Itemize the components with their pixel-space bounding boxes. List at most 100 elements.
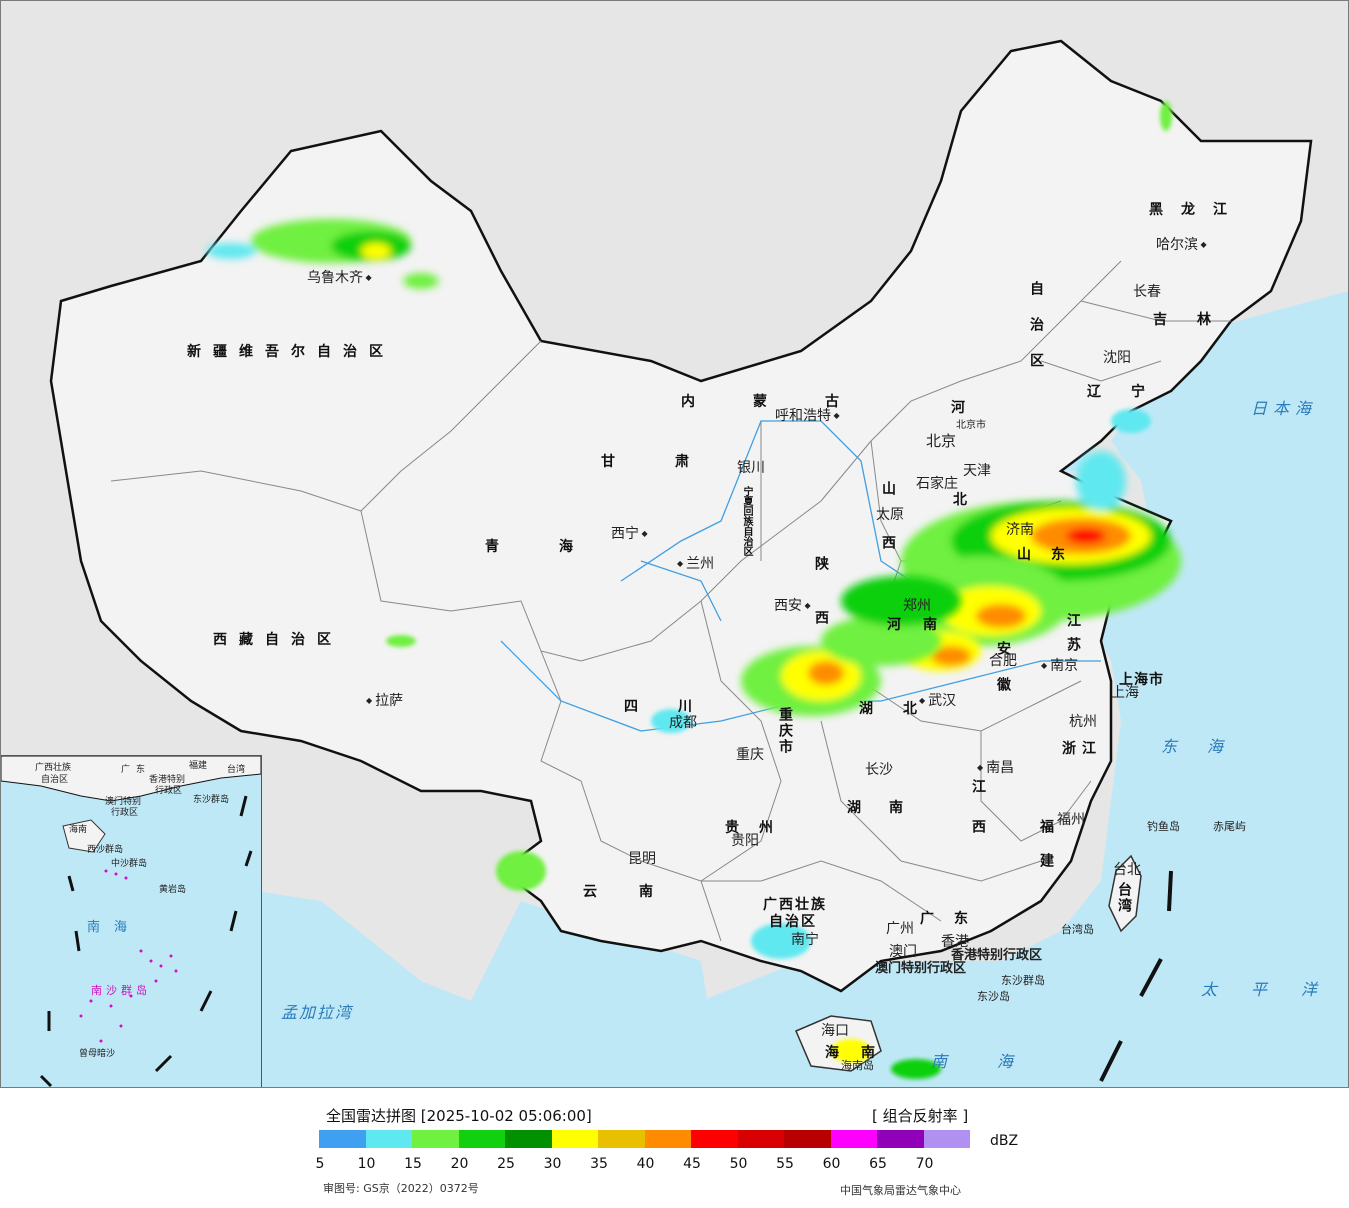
legend-swatch <box>691 1130 738 1148</box>
inset-label-taiwan: 台湾 <box>227 765 246 775</box>
province-boundaries <box>110 260 1231 942</box>
legend-color-bar <box>319 1130 970 1148</box>
inset-label-zhongsha: 中沙群岛 <box>111 859 148 869</box>
legend-tick-label: 10 <box>357 1156 376 1172</box>
city-guiyang: 贵阳 <box>731 833 759 849</box>
legend-tick-label: 65 <box>869 1156 887 1172</box>
inset-label-macau: 澳门特别 <box>105 797 142 807</box>
legend-swatch <box>737 1130 784 1148</box>
label-hebei-1: 河 <box>951 400 977 416</box>
echo-scattered <box>386 101 1172 1079</box>
inset-label-hk-2: 行政区 <box>155 786 183 796</box>
city-hefei: 合肥 <box>989 653 1017 669</box>
legend-tick-label: 70 <box>915 1156 934 1172</box>
label-jilin: 吉林 <box>1153 312 1241 328</box>
label-neimenggu-2: 自治区 <box>1028 281 1044 389</box>
label-shaanxi: 陕西 <box>813 556 829 664</box>
label-anhui: 安徽 <box>995 641 1011 713</box>
city-guangzhou: 广州 <box>886 921 914 937</box>
radar-map: 新疆维吾尔自治区 西藏自治区 青海 甘肃 内蒙古 自治区 黑龙江 吉林 辽宁 河… <box>0 0 1349 1088</box>
legend-tick-label: 30 <box>543 1156 562 1172</box>
legend-tick-label: 50 <box>729 1156 748 1172</box>
inset-mainland <box>1 756 261 802</box>
legend-tick-label: 60 <box>822 1156 841 1172</box>
legend-tick-label: 35 <box>590 1156 608 1172</box>
legend-swatch <box>830 1130 877 1148</box>
label-xinjiang: 新疆维吾尔自治区 <box>187 344 395 360</box>
legend-product: [ 组合反射率 ] <box>872 1107 969 1125</box>
label-fujian: 福建 <box>1038 819 1054 887</box>
city-hangzhou: 杭州 <box>1069 714 1097 730</box>
city-xining: 西宁 <box>611 527 648 543</box>
label-diaoyu: 钓鱼岛 <box>1147 820 1180 833</box>
legend-swatch <box>412 1130 459 1148</box>
label-pacific: 太平洋 <box>1201 980 1349 999</box>
city-wuhan: 武汉 <box>919 694 956 710</box>
label-sichuan: 四川 <box>624 699 732 715</box>
label-chongqing: 重庆市 <box>777 707 793 755</box>
label-guangdong: 广东 <box>920 911 988 927</box>
city-nanjing: 南京 <box>1041 659 1078 675</box>
city-macau: 澳门 <box>889 944 917 960</box>
label-neimenggu: 内蒙古 <box>681 394 897 410</box>
inset-dash-line <box>39 795 253 1087</box>
city-urumqi: 乌鲁木齐 <box>307 271 372 287</box>
legend-tick-label: 40 <box>636 1156 655 1172</box>
city-beijing: 北京 <box>926 432 957 450</box>
label-hubei: 湖北 <box>859 701 947 717</box>
inset-label-guangxi-2: 自治区 <box>41 775 69 785</box>
nine-dash-line <box>1099 870 1173 1082</box>
inset-label-macau-2: 行政区 <box>111 808 139 818</box>
inset-label-fujian: 福建 <box>189 761 208 771</box>
inset-islands <box>79 869 178 1043</box>
label-guangxi-2: 自治区 <box>769 914 817 930</box>
city-taipei: 台北 <box>1113 862 1141 878</box>
label-zhejiang: 浙江 <box>1062 741 1102 757</box>
inset-label-south-sea: 南海 <box>87 920 142 935</box>
legend-swatch <box>644 1130 691 1148</box>
label-east-sea: 东海 <box>1161 737 1254 756</box>
city-shijiazhuang: 石家庄 <box>916 476 958 492</box>
label-hainan: 海南 <box>825 1045 897 1061</box>
legend-unit: dBZ <box>990 1133 1019 1149</box>
south-china-sea-inset: 广西壮族 自治区 广东 福建 台湾 香港特别 行政区 澳门特别 行政区 东沙群岛… <box>1 755 262 1087</box>
label-bay-of-bengal: 孟加拉湾 <box>281 1003 354 1022</box>
label-jiangxi: 江西 <box>970 779 986 859</box>
label-xizang: 西藏自治区 <box>213 632 343 648</box>
label-liaoning: 辽宁 <box>1087 384 1175 400</box>
legend-title: 全国雷达拼图 [2025-10-02 05:06:00] <box>326 1107 592 1125</box>
inset-label-guangdong: 广东 <box>121 765 152 775</box>
city-nanning: 南宁 <box>791 932 819 948</box>
legend-tick-label: 45 <box>683 1156 701 1172</box>
city-shenyang: 沈阳 <box>1103 350 1131 366</box>
label-dongsha-islands: 东沙群岛 <box>1001 974 1045 987</box>
label-heilongjiang: 黑龙江 <box>1149 202 1245 218</box>
label-henan: 河南 <box>887 617 959 633</box>
inset-canvas <box>1 756 261 1087</box>
label-shandong: 山东 <box>1017 547 1085 563</box>
legend-tick-label: 5 <box>315 1156 325 1172</box>
legend-swatch <box>551 1130 598 1148</box>
city-jinan: 济南 <box>1006 522 1034 538</box>
city-kunming: 昆明 <box>628 851 656 867</box>
pacific-ocean <box>701 301 1348 1087</box>
inset-label-xisha: 西沙群岛 <box>87 845 124 855</box>
city-harbin: 哈尔滨 <box>1156 238 1207 254</box>
city-changsha: 长沙 <box>865 762 893 778</box>
legend-swatch <box>598 1130 645 1148</box>
label-hunan: 湖南 <box>847 800 931 816</box>
echo-shandong-henan <box>891 451 1181 671</box>
review-number: 审图号: GS京（2022）0372号 <box>323 1182 479 1195</box>
inset-hainan <box>62 819 106 853</box>
inset-label-guangxi: 广西壮族 <box>35 763 72 773</box>
inset-label-dongsha: 东沙群岛 <box>193 795 230 805</box>
label-taiwan-island: 台湾岛 <box>1061 923 1094 936</box>
city-lhasa: 拉萨 <box>366 694 403 710</box>
city-shanghai: 上海 <box>1111 685 1139 701</box>
label-jiangsu: 江苏 <box>1065 613 1081 661</box>
label-ningxia: 宁夏回族自治区 <box>741 486 752 556</box>
city-lanzhou: 兰州 <box>677 557 714 573</box>
label-hainan-island: 海南岛 <box>841 1059 874 1072</box>
city-xian: 西安 <box>774 599 811 615</box>
city-chongqing: 重庆 <box>736 747 764 763</box>
